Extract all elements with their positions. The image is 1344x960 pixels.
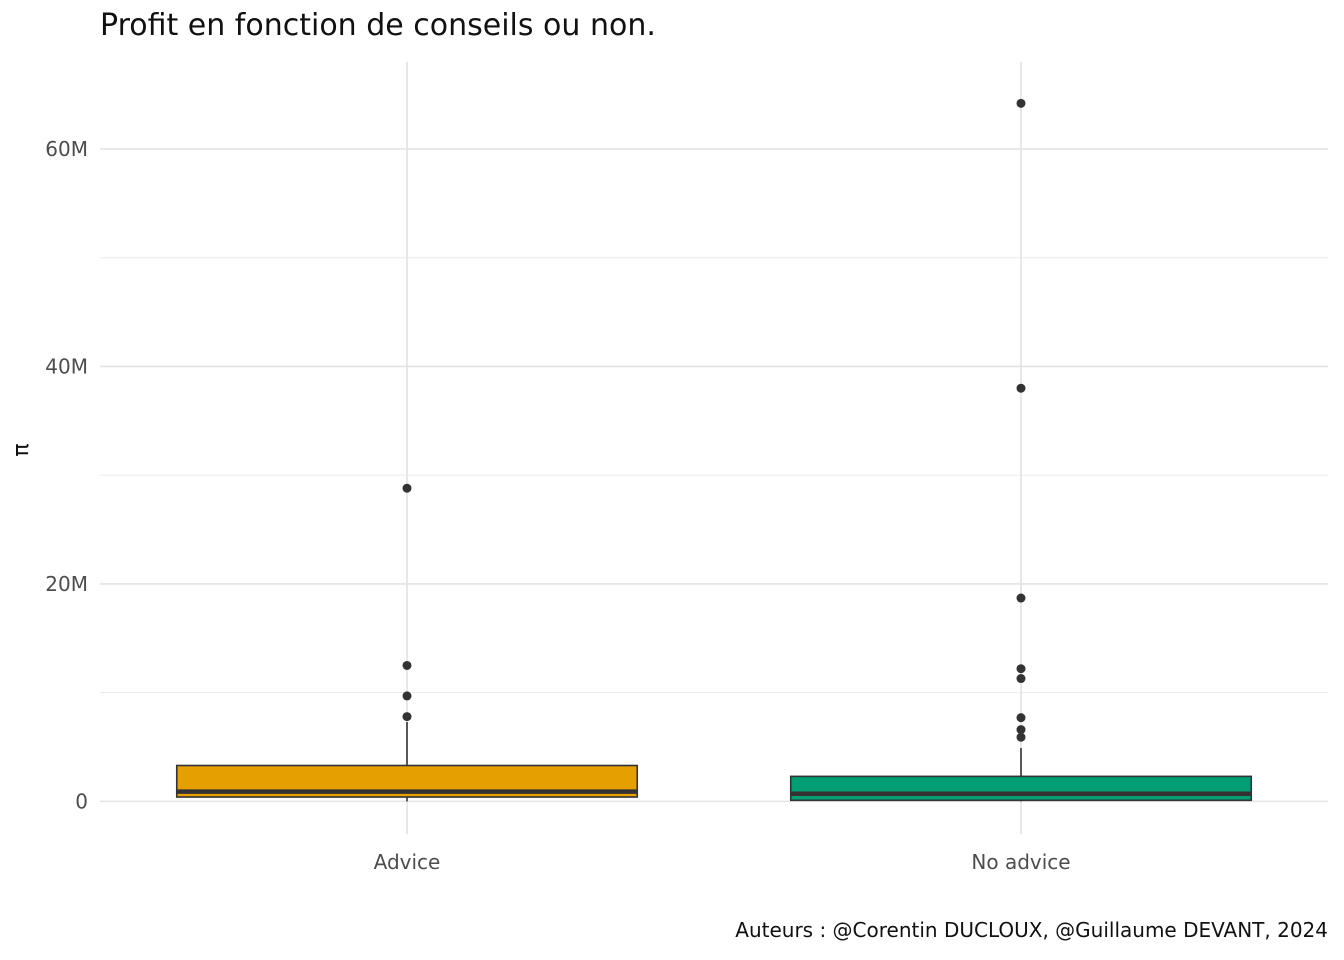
box-advice — [175, 483, 639, 802]
outlier-point — [1016, 664, 1026, 674]
y-tick-labels: 0 20M 40M 60M — [45, 137, 88, 813]
grid-lines — [100, 62, 1328, 834]
outlier-point — [1016, 383, 1026, 393]
outlier-point — [402, 691, 412, 701]
outlier-point — [1016, 732, 1026, 742]
outlier-point — [1016, 98, 1026, 108]
outlier-point — [1016, 593, 1026, 603]
chart-caption: Auteurs : @Corentin DUCLOUX, @Guillaume … — [735, 918, 1328, 942]
x-tick-label: No advice — [971, 850, 1070, 874]
x-tick-label: Advice — [374, 850, 441, 874]
box-iqr — [789, 775, 1253, 802]
y-tick-label: 60M — [45, 137, 88, 161]
y-tick-label: 20M — [45, 572, 88, 596]
y-tick-label: 0 — [75, 789, 88, 813]
boxes — [175, 98, 1253, 802]
outlier-point — [1016, 713, 1026, 723]
y-tick-label: 40M — [45, 354, 88, 378]
y-axis-title: π — [9, 443, 34, 456]
outlier-point — [1016, 674, 1026, 684]
outlier-point — [402, 660, 412, 670]
x-tick-labels: Advice No advice — [374, 850, 1071, 874]
outlier-point — [402, 712, 412, 722]
outlier-point — [402, 483, 412, 493]
chart-title: Profit en fonction de conseils ou non. — [100, 8, 656, 43]
outlier-point — [1016, 725, 1026, 735]
box-no-advice — [789, 98, 1253, 802]
